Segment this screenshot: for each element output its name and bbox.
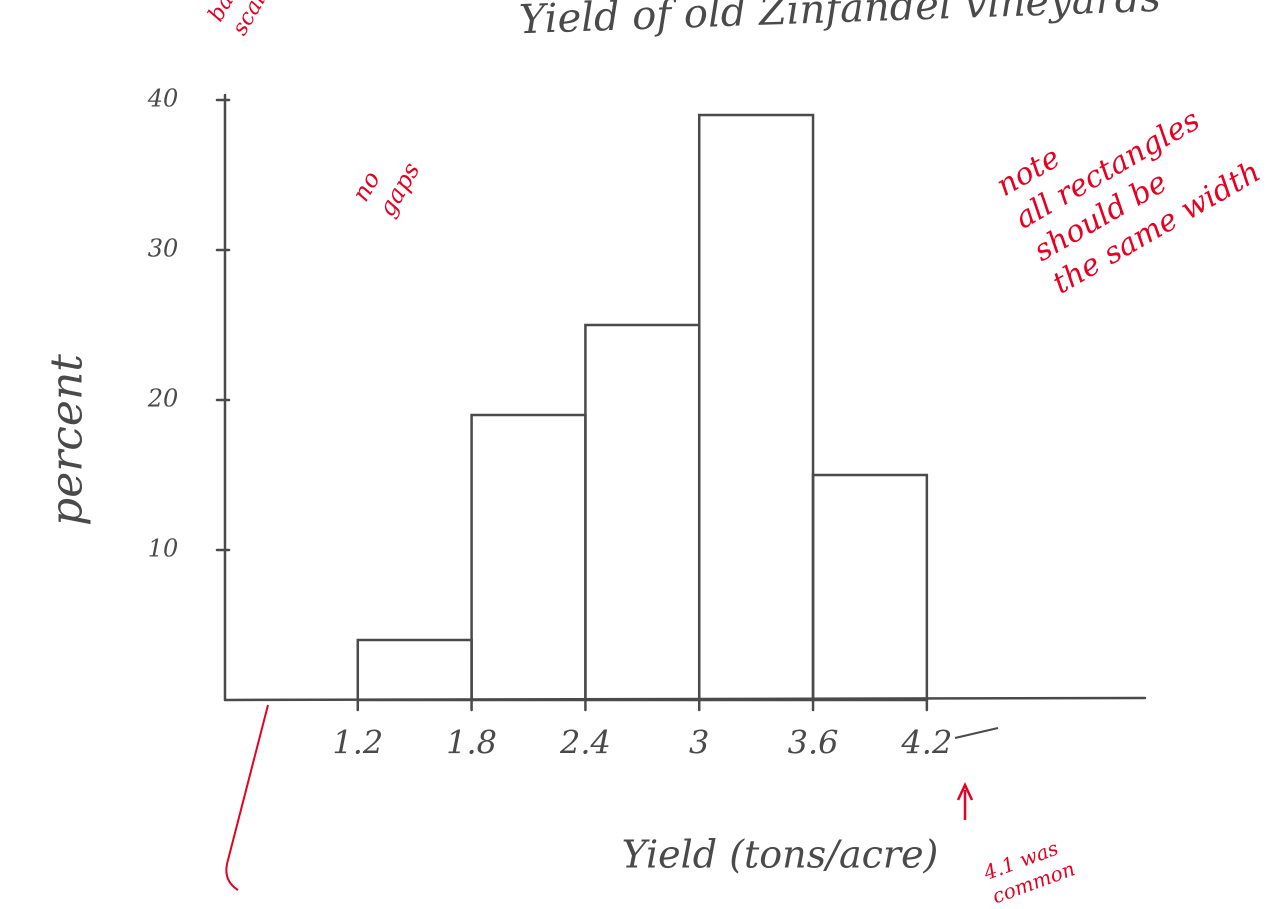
y-tick-label: 20 — [147, 385, 179, 413]
x-tick-label: 2.4 — [559, 724, 611, 762]
x-tick-label: 1.2 — [332, 724, 383, 762]
page: {"chart_data": { "type": "histogram", "t… — [0, 0, 1277, 909]
chart: Yield of old Zinfandel vineyards Yield (… — [0, 0, 1277, 909]
bar — [358, 640, 472, 700]
chart-title: Yield of old Zinfandel vineyards — [518, 0, 1161, 43]
bar — [472, 415, 586, 700]
x-axis-label: Yield (tons/acre) — [622, 833, 939, 877]
red-arrow — [958, 785, 972, 820]
y-tick-label: 30 — [148, 235, 179, 263]
y-tick-label: 40 — [147, 85, 179, 113]
pencil-stroke — [955, 728, 998, 738]
x-tick-label: 3 — [689, 724, 709, 762]
bar — [585, 325, 699, 700]
red-stroke — [226, 705, 268, 890]
bar — [813, 475, 927, 700]
x-tick-label: 3.6 — [788, 724, 839, 762]
x-tick-label: 1.8 — [446, 724, 497, 762]
x-tick-label: 4.2 — [900, 724, 952, 762]
y-axis-label: percent — [42, 354, 93, 526]
y-tick-label: 10 — [148, 535, 179, 563]
bar — [699, 115, 813, 700]
